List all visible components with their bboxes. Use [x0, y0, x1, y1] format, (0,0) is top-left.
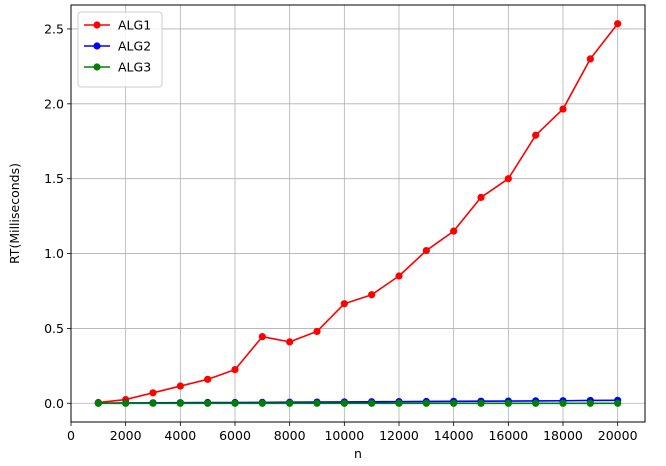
data-point [559, 399, 567, 407]
y-tick-label: 1.0 [44, 246, 64, 261]
axis-ticks: 0 2000 4000 6000 8000 10000 12000 14000 16000 180… [44, 21, 637, 443]
legend-item: ALG3 [84, 60, 151, 75]
data-point [313, 399, 321, 407]
data-point [231, 365, 239, 374]
data-point [176, 399, 184, 407]
y-tick-label: 2.5 [44, 21, 64, 36]
x-tick-label: 14000 [434, 428, 474, 443]
data-point [286, 338, 294, 346]
x-tick-label: 0 [67, 428, 75, 443]
x-tick-label: 4000 [164, 428, 196, 443]
legend-marker [93, 42, 101, 50]
data-point [532, 399, 540, 407]
x-tick-label: 8000 [274, 428, 306, 443]
data-point [422, 399, 430, 407]
legend: ALG1 ALG2 ALG3 [77, 11, 163, 88]
data-point [286, 399, 294, 407]
data-point [422, 246, 430, 255]
data-point [614, 20, 622, 28]
x-tick-label: 6000 [219, 428, 251, 443]
data-point [204, 375, 212, 383]
data-point [395, 399, 403, 407]
x-tick-label: 16000 [488, 428, 528, 443]
legend-label: ALG2 [118, 39, 151, 54]
series-line [98, 23, 619, 404]
data-point [122, 399, 130, 407]
data-point [477, 193, 485, 202]
x-axis-label: n [354, 446, 362, 461]
data-point [504, 399, 512, 407]
y-tick-label: 0.5 [44, 321, 64, 336]
data-point [258, 333, 266, 341]
data-point [204, 399, 212, 407]
x-tick-label: 20000 [598, 428, 638, 443]
y-axis-label: RT(Milliseconds) [7, 163, 22, 264]
x-tick-label: 18000 [543, 428, 583, 443]
data-point [340, 300, 348, 308]
x-tick-label: 2000 [110, 428, 142, 443]
series-alg2 [94, 396, 622, 407]
data-point [586, 55, 594, 63]
series-alg3 [94, 399, 622, 407]
data-point [176, 382, 184, 390]
data-point [586, 399, 594, 407]
data-point [450, 399, 458, 407]
data-point [477, 399, 485, 407]
plot-frame [70, 4, 646, 423]
data-point [258, 399, 266, 407]
y-tick-label: 2.0 [44, 96, 64, 111]
data-point [504, 175, 512, 183]
y-tick-label: 0.0 [44, 396, 64, 411]
data-point [395, 272, 403, 280]
data-point [559, 105, 567, 113]
data-point [149, 399, 157, 407]
data-point [614, 399, 622, 407]
data-point [368, 399, 376, 407]
data-point [450, 227, 458, 235]
legend-label: ALG1 [118, 18, 151, 33]
data-point [532, 131, 540, 139]
series-alg1 [94, 20, 622, 407]
legend-marker [93, 21, 101, 29]
data-point [94, 399, 102, 407]
series-layer [94, 20, 622, 407]
data-point [368, 291, 376, 299]
legend-item: ALG1 [84, 18, 151, 33]
data-point [313, 327, 321, 336]
data-point [149, 389, 157, 397]
data-point [340, 399, 348, 407]
data-point [231, 399, 239, 407]
y-tick-label: 1.5 [44, 171, 64, 186]
legend-item: ALG2 [84, 39, 151, 54]
x-tick-label: 10000 [324, 428, 364, 443]
x-tick-label: 12000 [379, 428, 419, 443]
legend-label: ALG3 [118, 60, 151, 75]
legend-marker [93, 63, 101, 71]
